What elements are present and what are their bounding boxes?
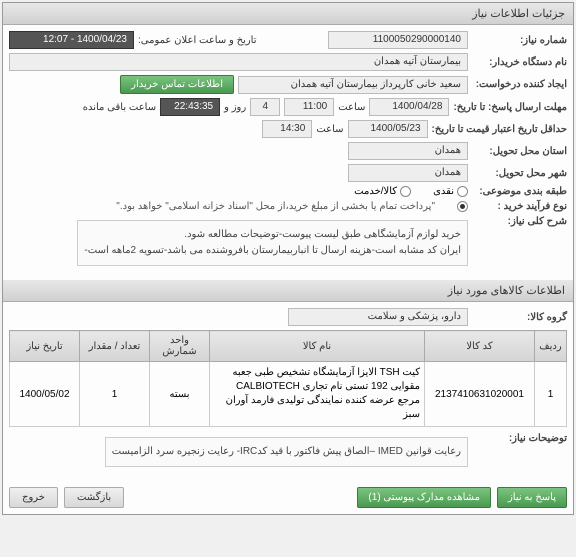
radio-goods[interactable]: کالا/خدمت — [354, 186, 411, 197]
panel-body: شماره نیاز: 1100050290000140 تاریخ و ساع… — [3, 25, 573, 280]
cell-code: 2137410631020001 — [425, 362, 535, 427]
radio-process[interactable] — [457, 201, 468, 212]
province-field: همدان — [348, 142, 468, 160]
buyer-device-field: بیمارستان آتیه همدان — [9, 53, 468, 71]
cell-unit: بسته — [150, 362, 210, 427]
th-code: کد کالا — [425, 331, 535, 362]
process-label: نوع فرآیند خرید : — [472, 201, 567, 212]
province-label: استان محل تحویل: — [472, 146, 567, 157]
answer-need-button[interactable]: پاسخ به نیاز — [497, 487, 567, 508]
extra-text: رعایت قوانین IMED –الصاق پیش فاکتور با ق… — [105, 437, 468, 467]
time-label-2: ساعت — [316, 124, 343, 135]
desc-label: شرح کلی نیاز: — [472, 216, 567, 227]
cell-qty: 1 — [80, 362, 150, 427]
day-label: روز و — [224, 102, 246, 113]
items-panel-title: اطلاعات کالاهای مورد نیاز — [3, 280, 573, 302]
th-unit: واحد شمارش — [150, 331, 210, 362]
table-header-row: ردیف کد کالا نام کالا واحد شمارش تعداد /… — [10, 331, 567, 362]
public-date-label: تاریخ و ساعت اعلان عمومی: — [138, 35, 257, 46]
radio-goods-label: کالا/خدمت — [354, 186, 397, 197]
days-field: 4 — [250, 98, 280, 116]
th-qty: تعداد / مقدار — [80, 331, 150, 362]
th-date: تاریخ نیاز — [10, 331, 80, 362]
radio-cash-label: نقدی — [433, 186, 454, 197]
group-label: گروه کالا: — [472, 312, 567, 323]
min-valid-time-field: 14:30 — [262, 120, 312, 138]
cell-idx: 1 — [535, 362, 567, 427]
time-label-1: ساعت — [338, 102, 365, 113]
view-attachments-button[interactable]: مشاهده مدارک پیوستی (1) — [357, 487, 491, 508]
need-no-label: شماره نیاز: — [472, 35, 567, 46]
remaining-label: ساعت باقی مانده — [83, 102, 156, 113]
extra-label: توضیحات نیاز: — [472, 433, 567, 444]
creator-field: سعید خانی کارپرداز بیمارستان آتیه همدان — [238, 76, 468, 94]
radio-icon — [457, 186, 468, 197]
cell-date: 1400/05/02 — [10, 362, 80, 427]
payment-note: "پرداخت تمام یا بخشی از مبلغ خرید،از محل… — [116, 201, 435, 212]
deadline-date-field: 1400/04/28 — [369, 98, 449, 116]
exit-button[interactable]: خروج — [9, 487, 58, 508]
cell-name: کیت TSH الایزا آزمایشگاه تشخیص طبی جعبه … — [210, 362, 425, 427]
items-table: ردیف کد کالا نام کالا واحد شمارش تعداد /… — [9, 330, 567, 427]
city-field: همدان — [348, 164, 468, 182]
remaining-time-field: 22:43:35 — [160, 98, 220, 116]
th-name: نام کالا — [210, 331, 425, 362]
radio-icon-selected — [457, 201, 468, 212]
contact-buyer-button[interactable]: اطلاعات تماس خریدار — [120, 75, 234, 94]
deadline-label: مهلت ارسال پاسخ: تا تاریخ: — [453, 102, 567, 113]
group-field: دارو، پزشکی و سلامت — [288, 308, 468, 326]
need-no-field: 1100050290000140 — [328, 31, 468, 49]
city-label: شهر محل تحویل: — [472, 168, 567, 179]
radio-icon — [400, 186, 411, 197]
footer-buttons: پاسخ به نیاز مشاهده مدارک پیوستی (1) باز… — [3, 481, 573, 514]
need-details-panel: جزئیات اطلاعات نیاز شماره نیاز: 11000502… — [2, 2, 574, 515]
min-valid-date-field: 1400/05/23 — [348, 120, 428, 138]
back-button[interactable]: بازگشت — [64, 487, 124, 508]
creator-label: ایجاد کننده درخواست: — [472, 79, 567, 90]
min-valid-label: حداقل تاریخ اعتبار قیمت تا تاریخ: — [432, 124, 567, 135]
table-row[interactable]: 1 2137410631020001 کیت TSH الایزا آزمایش… — [10, 362, 567, 427]
desc-text: خرید لوازم آزمایشگاهی طبق لیست پیوست-توض… — [77, 220, 468, 266]
buyer-device-label: نام دستگاه خریدار: — [472, 57, 567, 68]
radio-cash[interactable]: نقدی — [433, 186, 468, 197]
classify-label: طبقه بندی موضوعی: — [472, 186, 567, 197]
public-date-field: 1400/04/23 - 12:07 — [9, 31, 134, 49]
deadline-time-field: 11:00 — [284, 98, 334, 116]
panel-title: جزئیات اطلاعات نیاز — [3, 3, 573, 25]
th-idx: ردیف — [535, 331, 567, 362]
